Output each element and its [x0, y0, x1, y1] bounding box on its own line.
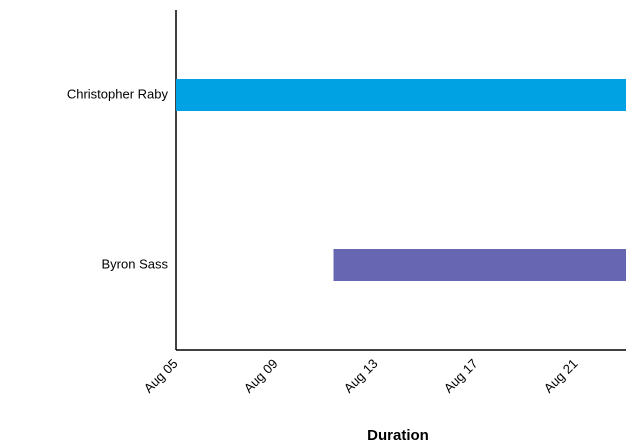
y-tick-label: Byron Sass: [102, 256, 169, 271]
x-axis-title: Duration: [367, 427, 429, 444]
x-tick-label: Aug 13: [341, 356, 381, 396]
x-tick-label: Aug 05: [141, 356, 181, 396]
y-tick-label: Christopher Raby: [67, 86, 169, 101]
x-tick-label: Aug 21: [541, 356, 581, 396]
bar: [176, 79, 626, 111]
x-tick-label: Aug 09: [241, 356, 281, 396]
bar: [333, 249, 626, 281]
x-tick-label: Aug 17: [441, 356, 481, 396]
